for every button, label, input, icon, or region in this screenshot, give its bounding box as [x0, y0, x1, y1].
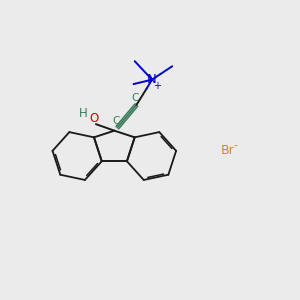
Text: N: N — [147, 73, 157, 86]
Text: -: - — [234, 140, 238, 150]
Text: +: + — [153, 81, 161, 91]
Text: C: C — [131, 93, 139, 103]
Text: H: H — [79, 107, 88, 120]
Text: C: C — [112, 116, 120, 126]
Text: Br: Br — [220, 143, 234, 157]
Text: O: O — [89, 112, 98, 125]
